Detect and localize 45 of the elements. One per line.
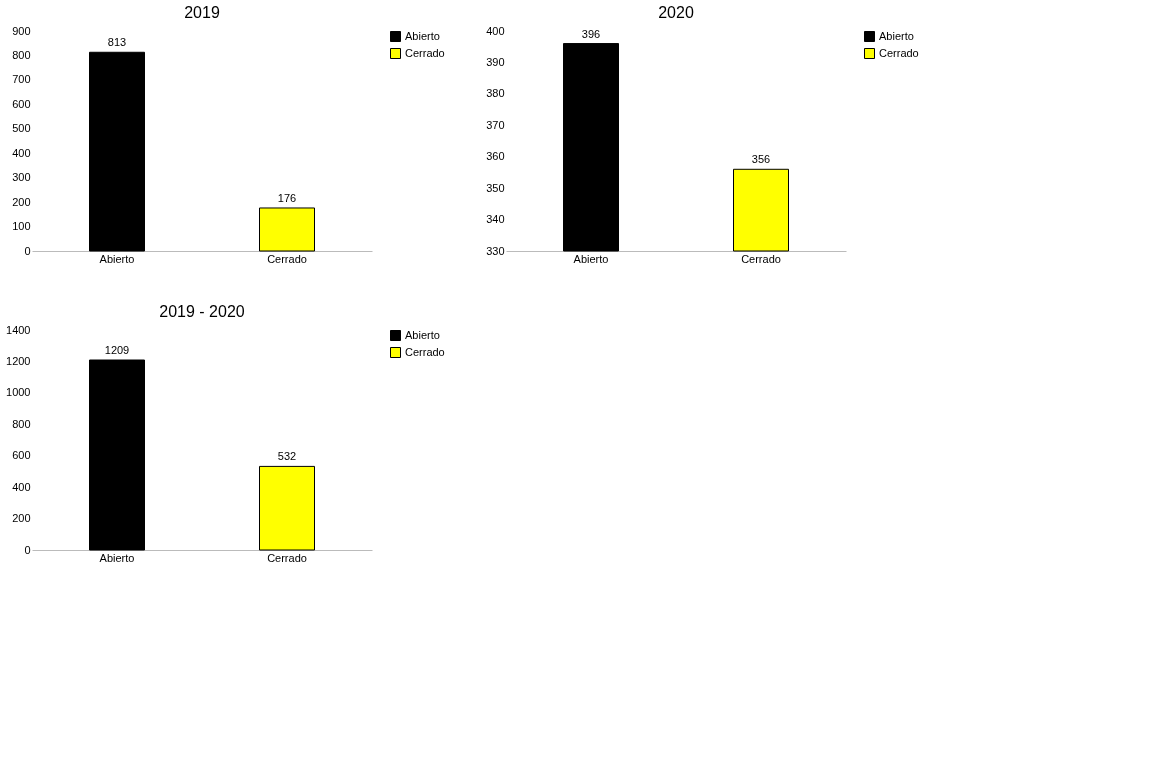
y-tick-label: 0 <box>24 244 31 257</box>
y-tick-label: 400 <box>486 24 505 37</box>
y-tick-label: 400 <box>12 480 31 493</box>
y-tick-label: 380 <box>486 87 505 100</box>
chart-title: 2019 - 2020 <box>159 303 245 320</box>
y-tick-label: 1400 <box>6 323 31 336</box>
y-tick-label: 800 <box>12 48 31 61</box>
y-tick-label: 1200 <box>6 354 31 367</box>
y-tick-label: 900 <box>12 24 31 37</box>
y-tick-label: 370 <box>486 118 505 131</box>
x-tick-label: Cerrado <box>267 252 307 265</box>
y-tick-label: 600 <box>12 449 31 462</box>
data-label: 813 <box>107 36 127 49</box>
y-tick-label: 360 <box>486 150 505 163</box>
y-tick-label: 350 <box>486 181 505 194</box>
y-tick-label: 200 <box>12 195 31 208</box>
legend-label: Cerrado <box>405 345 445 358</box>
chart-title: 2019 <box>184 4 220 21</box>
chart-title: 2020 <box>658 4 694 21</box>
legend-label: Abierto <box>879 29 914 42</box>
y-tick-label: 200 <box>12 512 31 525</box>
y-tick-label: 330 <box>486 244 505 257</box>
y-tick-label: 800 <box>12 417 31 430</box>
y-tick-label: 700 <box>12 73 31 86</box>
x-tick-label: Abierto <box>99 252 135 265</box>
legend-label: Cerrado <box>405 46 445 59</box>
x-tick-label: Cerrado <box>741 252 781 265</box>
y-tick-label: 400 <box>12 146 31 159</box>
data-label: 532 <box>277 450 297 463</box>
data-label: 396 <box>581 27 601 40</box>
x-tick-label: Abierto <box>573 252 609 265</box>
y-tick-label: 0 <box>24 543 31 556</box>
legend-label: Cerrado <box>879 46 919 59</box>
y-tick-label: 1000 <box>6 386 31 399</box>
data-label: 356 <box>751 153 771 166</box>
y-tick-label: 100 <box>12 220 31 233</box>
y-tick-label: 390 <box>486 55 505 68</box>
y-tick-label: 600 <box>12 97 31 110</box>
legend-label: Abierto <box>405 328 440 341</box>
y-tick-label: 300 <box>12 171 31 184</box>
y-tick-label: 340 <box>486 213 505 226</box>
legend-label: Abierto <box>405 29 440 42</box>
data-label: 176 <box>277 191 297 204</box>
data-label: 1209 <box>104 344 130 357</box>
y-tick-label: 500 <box>12 122 31 135</box>
